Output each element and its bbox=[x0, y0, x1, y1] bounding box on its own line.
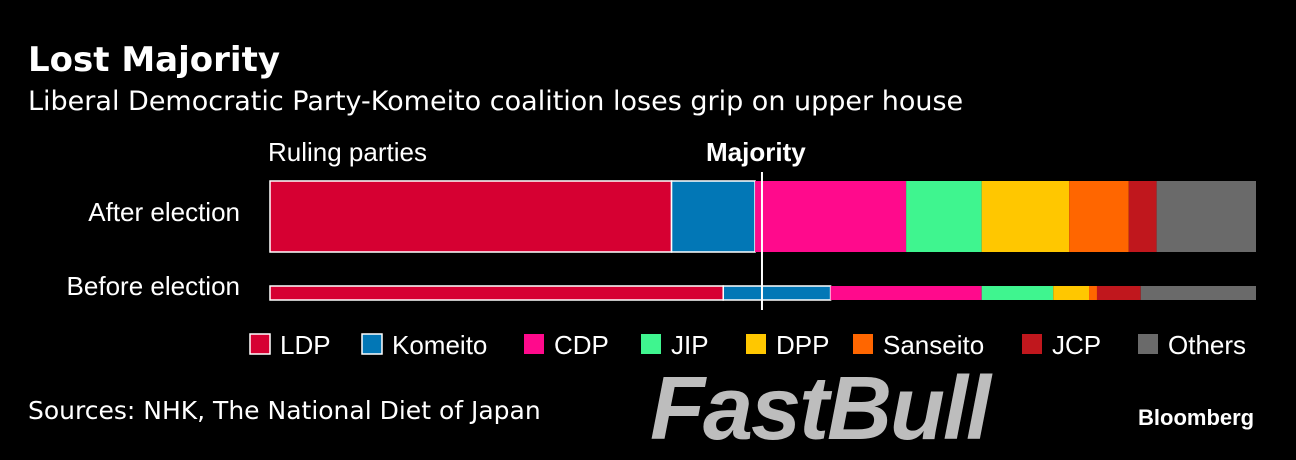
legend-label-others: Others bbox=[1168, 330, 1246, 360]
bar-cdp-before bbox=[830, 286, 982, 300]
legend-swatch-komeito bbox=[361, 333, 383, 355]
legend-label-cdp: CDP bbox=[554, 330, 609, 360]
legend-label-komeito: Komeito bbox=[392, 330, 487, 360]
legend-swatch-ldp bbox=[249, 333, 271, 355]
legend-swatch-dpp bbox=[746, 334, 766, 354]
bar-jip-before bbox=[981, 286, 1054, 300]
legend-swatch-jcp bbox=[1022, 334, 1042, 354]
legend-label-sanseito: Sanseito bbox=[883, 330, 984, 360]
bar-jcp-after bbox=[1128, 181, 1157, 252]
bar-ldp-after bbox=[269, 180, 673, 253]
category-label-before: Before election bbox=[66, 271, 240, 301]
bar-dpp-after bbox=[981, 181, 1070, 252]
watermark: FastBull bbox=[650, 359, 991, 459]
bar-komeito-before bbox=[722, 285, 832, 301]
bar-others-before bbox=[1140, 286, 1256, 300]
legend-label-dpp: DPP bbox=[776, 330, 829, 360]
bar-cdp-after bbox=[755, 181, 907, 252]
legend-label-jip: JIP bbox=[671, 330, 709, 360]
legend-swatch-others bbox=[1138, 334, 1158, 354]
bar-komeito-after bbox=[670, 180, 756, 253]
bar-others-after bbox=[1156, 181, 1256, 252]
bar-dpp-before bbox=[1053, 286, 1090, 300]
category-label-after: After election bbox=[88, 197, 240, 227]
majority-label: Majority bbox=[706, 137, 806, 167]
bloomberg-logo: Bloomberg bbox=[1138, 405, 1255, 430]
source-note: Sources: NHK, The National Diet of Japan bbox=[28, 396, 541, 425]
bar-jip-after bbox=[906, 181, 982, 252]
legend-label-jcp: JCP bbox=[1052, 330, 1101, 360]
legend-swatch-jip bbox=[641, 334, 661, 354]
bar-ldp-before bbox=[269, 285, 724, 301]
bar-jcp-before bbox=[1096, 286, 1141, 300]
bar-sanseito-before bbox=[1089, 286, 1097, 300]
chart-title: Lost Majority bbox=[28, 40, 280, 80]
ruling-parties-label: Ruling parties bbox=[268, 137, 427, 167]
bar-sanseito-after bbox=[1069, 181, 1129, 252]
legend-swatch-cdp bbox=[524, 334, 544, 354]
chart-subtitle: Liberal Democratic Party-Komeito coaliti… bbox=[28, 86, 964, 117]
legend-label-ldp: LDP bbox=[280, 330, 331, 360]
legend-swatch-sanseito bbox=[853, 334, 873, 354]
